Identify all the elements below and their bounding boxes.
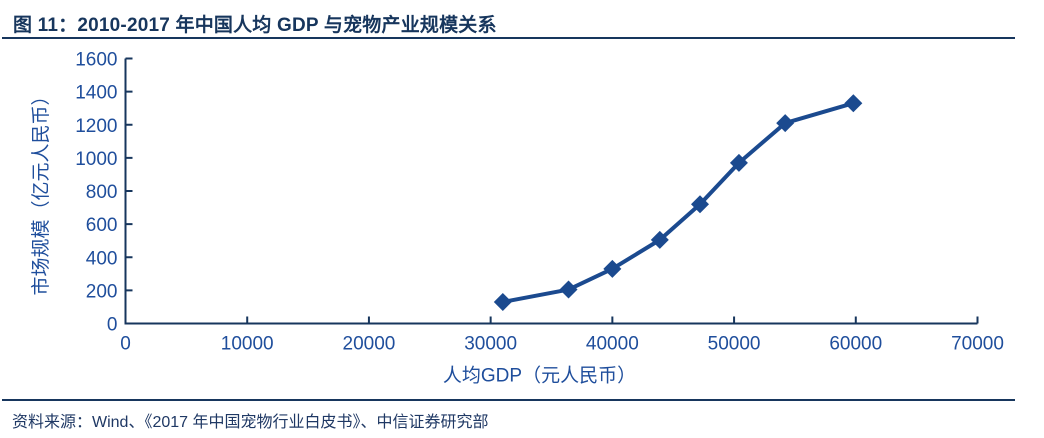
- title-divider: [2, 37, 1015, 39]
- x-tick-label: 50000: [708, 334, 761, 355]
- y-tick-label: 800: [86, 182, 118, 203]
- data-point-marker-2010: [493, 292, 512, 311]
- data-point-marker-2015: [729, 153, 748, 172]
- x-tick-label: 60000: [829, 334, 882, 355]
- y-tick-label: 1400: [75, 83, 117, 104]
- y-tick-label: 0: [107, 315, 118, 336]
- y-tick-label: 1000: [75, 149, 117, 170]
- data-point-marker-2014: [690, 195, 709, 214]
- series-line: [500, 101, 856, 304]
- data-point-marker-2012: [603, 259, 622, 278]
- figure-title: 图 11：2010-2017 年中国人均 GDP 与宠物产业规模关系: [13, 15, 497, 36]
- data-point-marker-2016: [776, 114, 795, 133]
- footer-divider: [2, 399, 1015, 401]
- x-tick-label: 10000: [221, 334, 274, 355]
- data-point-marker-2013: [650, 230, 669, 249]
- y-tick-label: 1600: [75, 50, 117, 71]
- source-note: 资料来源：Wind、《2017 年中国宠物行业白皮书》、中信证券研究部: [12, 414, 489, 431]
- y-tick-label: 600: [86, 215, 118, 236]
- x-tick-label: 0: [120, 334, 131, 355]
- x-axis-title: 人均GDP（元人民币）: [443, 365, 636, 387]
- data-point-marker-2017: [844, 94, 863, 113]
- x-tick-label: 20000: [343, 334, 396, 355]
- data-point-marker-2011: [559, 280, 578, 299]
- x-tick-label: 30000: [464, 334, 517, 355]
- x-tick-label: 70000: [951, 334, 1004, 355]
- y-tick-label: 400: [86, 248, 118, 269]
- y-tick-label: 1200: [75, 116, 117, 137]
- y-axis-title: 市场规模（亿元人民币）: [30, 86, 52, 295]
- y-tick-label: 200: [86, 281, 118, 302]
- x-tick-label: 40000: [586, 334, 639, 355]
